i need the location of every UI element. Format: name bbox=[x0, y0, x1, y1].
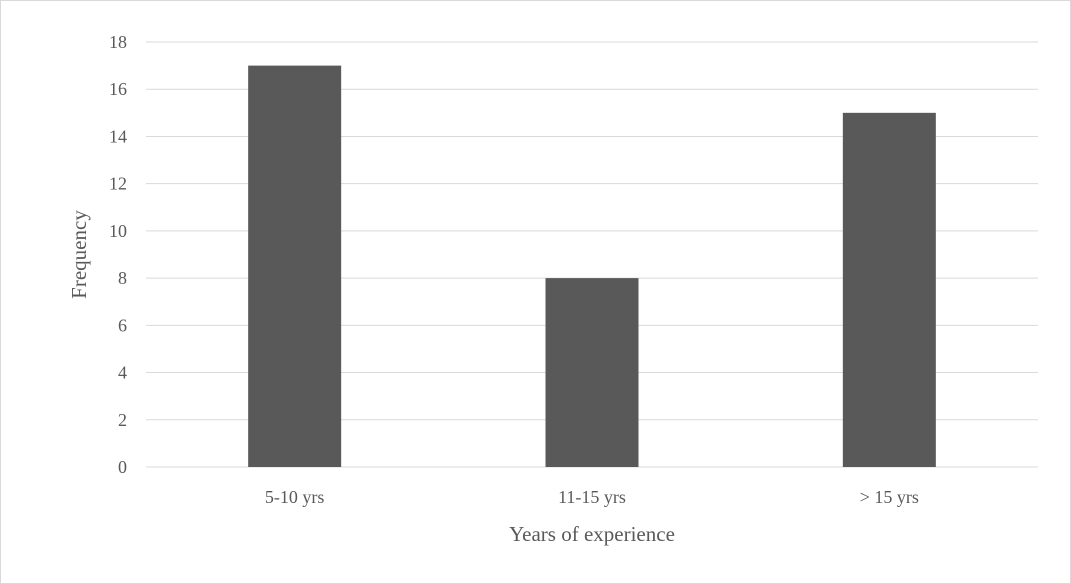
y-tick-label: 2 bbox=[118, 410, 127, 430]
bar-1 bbox=[248, 65, 342, 467]
x-axis-title: Years of experience bbox=[509, 522, 675, 546]
x-tick-label: 5-10 yrs bbox=[265, 487, 325, 507]
x-axis-ticks: 5-10 yrs 11-15 yrs > 15 yrs bbox=[265, 487, 919, 507]
y-tick-label: 18 bbox=[109, 32, 127, 52]
y-tick-label: 6 bbox=[118, 315, 127, 335]
bar-3 bbox=[842, 112, 936, 467]
y-tick-label: 12 bbox=[109, 174, 127, 194]
bars bbox=[248, 65, 936, 467]
y-tick-label: 16 bbox=[109, 79, 127, 99]
y-tick-label: 10 bbox=[109, 221, 127, 241]
x-tick-label: 11-15 yrs bbox=[558, 487, 626, 507]
x-tick-label: > 15 yrs bbox=[860, 487, 919, 507]
y-tick-label: 8 bbox=[118, 268, 127, 288]
y-tick-label: 14 bbox=[109, 126, 127, 146]
y-tick-label: 0 bbox=[118, 457, 127, 477]
y-axis-title: Frequency bbox=[67, 210, 91, 299]
bar-2 bbox=[545, 278, 639, 467]
y-tick-label: 4 bbox=[118, 363, 127, 383]
y-axis-ticks: 0 2 4 6 8 10 12 14 16 18 bbox=[109, 32, 127, 477]
